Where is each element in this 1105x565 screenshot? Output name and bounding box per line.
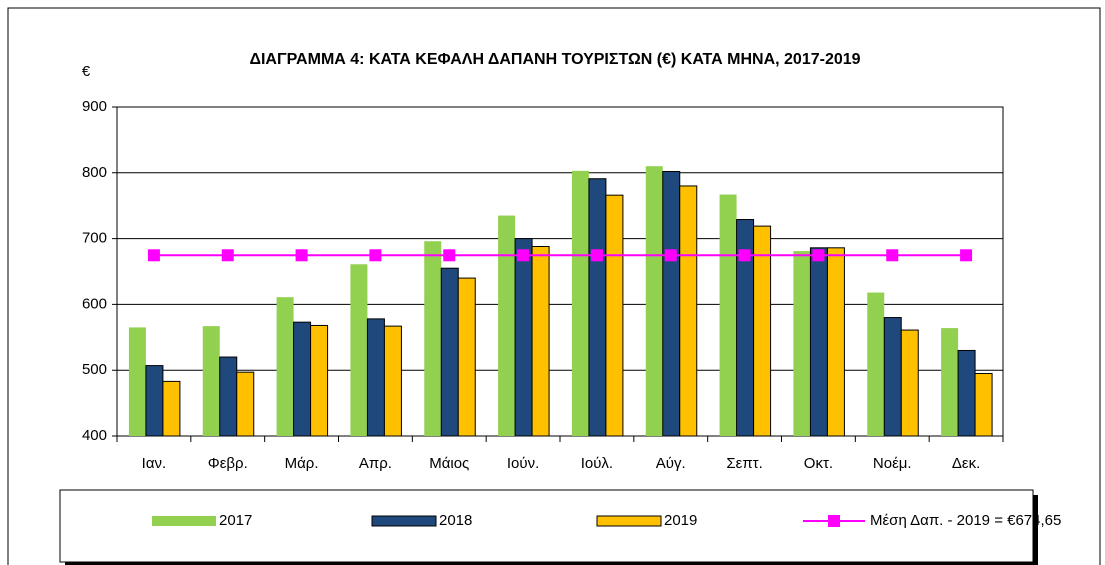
legend-swatch: [596, 515, 662, 527]
marker: [738, 249, 751, 262]
bar: [424, 241, 442, 436]
bar: [826, 247, 845, 437]
bar: [867, 292, 885, 436]
x-tick-label: Ιούν.: [507, 455, 539, 472]
legend-swatch: [152, 516, 216, 526]
legend-label: 2018: [439, 512, 472, 529]
marker: [443, 249, 456, 262]
bar: [498, 215, 516, 436]
bar: [662, 170, 681, 437]
bar: [753, 225, 772, 437]
x-tick-label: Μάρ.: [285, 455, 319, 472]
y-tick-label: 900: [82, 98, 107, 115]
y-tick-label: 600: [82, 295, 107, 312]
y-tick-label: 400: [82, 427, 107, 444]
marker: [221, 249, 234, 262]
marker: [886, 249, 899, 262]
x-tick-label: Φεβρ.: [208, 455, 248, 472]
bar: [440, 267, 459, 437]
x-tick-label: Σεπτ.: [726, 455, 762, 472]
bar: [941, 328, 959, 436]
bar: [793, 251, 811, 436]
bar: [957, 349, 976, 437]
marker: [664, 249, 677, 262]
legend-swatch: [371, 515, 437, 527]
bar: [605, 194, 624, 437]
bar: [588, 178, 607, 437]
marker: [517, 249, 530, 262]
marker: [147, 249, 160, 262]
chart-title: ΔΙΑΓΡΑΜΜΑ 4: ΚΑΤΑ ΚΕΦΑΛΗ ΔΑΠΑΝΗ ΤΟΥΡΙΣΤΩ…: [249, 51, 860, 68]
bar: [219, 356, 238, 437]
y-tick-label: 800: [82, 164, 107, 181]
bar: [293, 321, 312, 437]
bar: [900, 329, 919, 437]
bar: [276, 297, 294, 436]
x-tick-label: Οκτ.: [804, 455, 833, 472]
bar: [202, 326, 220, 436]
y-tick-label: 700: [82, 230, 107, 247]
bar: [457, 277, 476, 437]
bar: [310, 324, 329, 437]
x-tick-label: Μάιος: [429, 455, 469, 472]
marker: [960, 249, 973, 262]
marker: [590, 249, 603, 262]
marker: [295, 249, 308, 262]
plot-area: [116, 106, 1004, 437]
bar: [514, 238, 533, 437]
bar: [531, 245, 550, 437]
x-tick-label: Απρ.: [359, 455, 392, 472]
legend-label: 2017: [219, 512, 252, 529]
bar: [679, 185, 698, 437]
x-tick-label: Νοέμ.: [873, 455, 912, 472]
y-tick-label: 500: [82, 361, 107, 378]
bar: [366, 318, 385, 437]
legend-marker: [828, 515, 840, 527]
x-tick-label: Αύγ.: [656, 455, 686, 472]
bar: [719, 194, 737, 436]
legend: [59, 489, 1034, 563]
y-axis-label: €: [82, 63, 91, 80]
x-tick-label: Ιαν.: [142, 455, 167, 472]
x-tick-label: Ιούλ.: [581, 455, 613, 472]
bar: [974, 372, 993, 437]
x-tick-label: Δεκ.: [952, 455, 980, 472]
bar: [350, 264, 368, 436]
bar: [128, 327, 146, 436]
bar: [162, 380, 181, 437]
marker: [812, 249, 825, 262]
legend-label: Μέση Δαπ. - 2019 = €674,65: [870, 512, 1061, 529]
marker: [369, 249, 382, 262]
bar: [145, 365, 164, 437]
bar: [383, 325, 402, 437]
bar: [883, 317, 902, 437]
bar: [645, 166, 663, 436]
bar: [809, 247, 828, 437]
bar: [571, 170, 589, 437]
legend-label: 2019: [664, 512, 697, 529]
bar: [236, 371, 255, 437]
